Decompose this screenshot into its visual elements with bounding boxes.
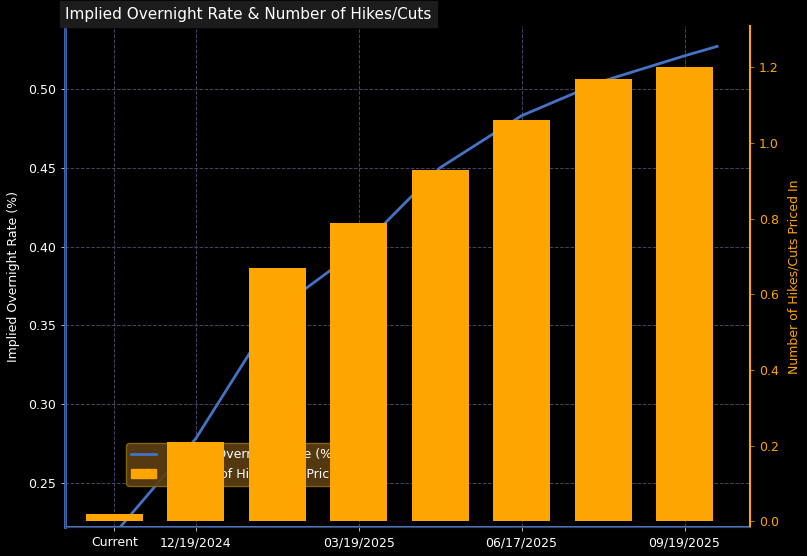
Bar — [167, 442, 224, 522]
Bar — [656, 67, 713, 522]
Y-axis label: Number of Hikes/Cuts Priced In: Number of Hikes/Cuts Priced In — [787, 179, 800, 374]
Bar — [493, 121, 550, 522]
Bar — [412, 170, 469, 522]
Text: Implied Overnight Rate & Number of Hikes/Cuts: Implied Overnight Rate & Number of Hikes… — [65, 7, 432, 22]
Y-axis label: Implied Overnight Rate (%): Implied Overnight Rate (%) — [7, 191, 20, 362]
Bar — [86, 514, 143, 522]
Bar — [330, 222, 387, 522]
Bar — [575, 79, 632, 522]
Bar — [249, 268, 306, 522]
Legend: Implied Overnight Rate (%), Number of Hikes/Cuts Priced In: Implied Overnight Rate (%), Number of Hi… — [127, 444, 366, 486]
